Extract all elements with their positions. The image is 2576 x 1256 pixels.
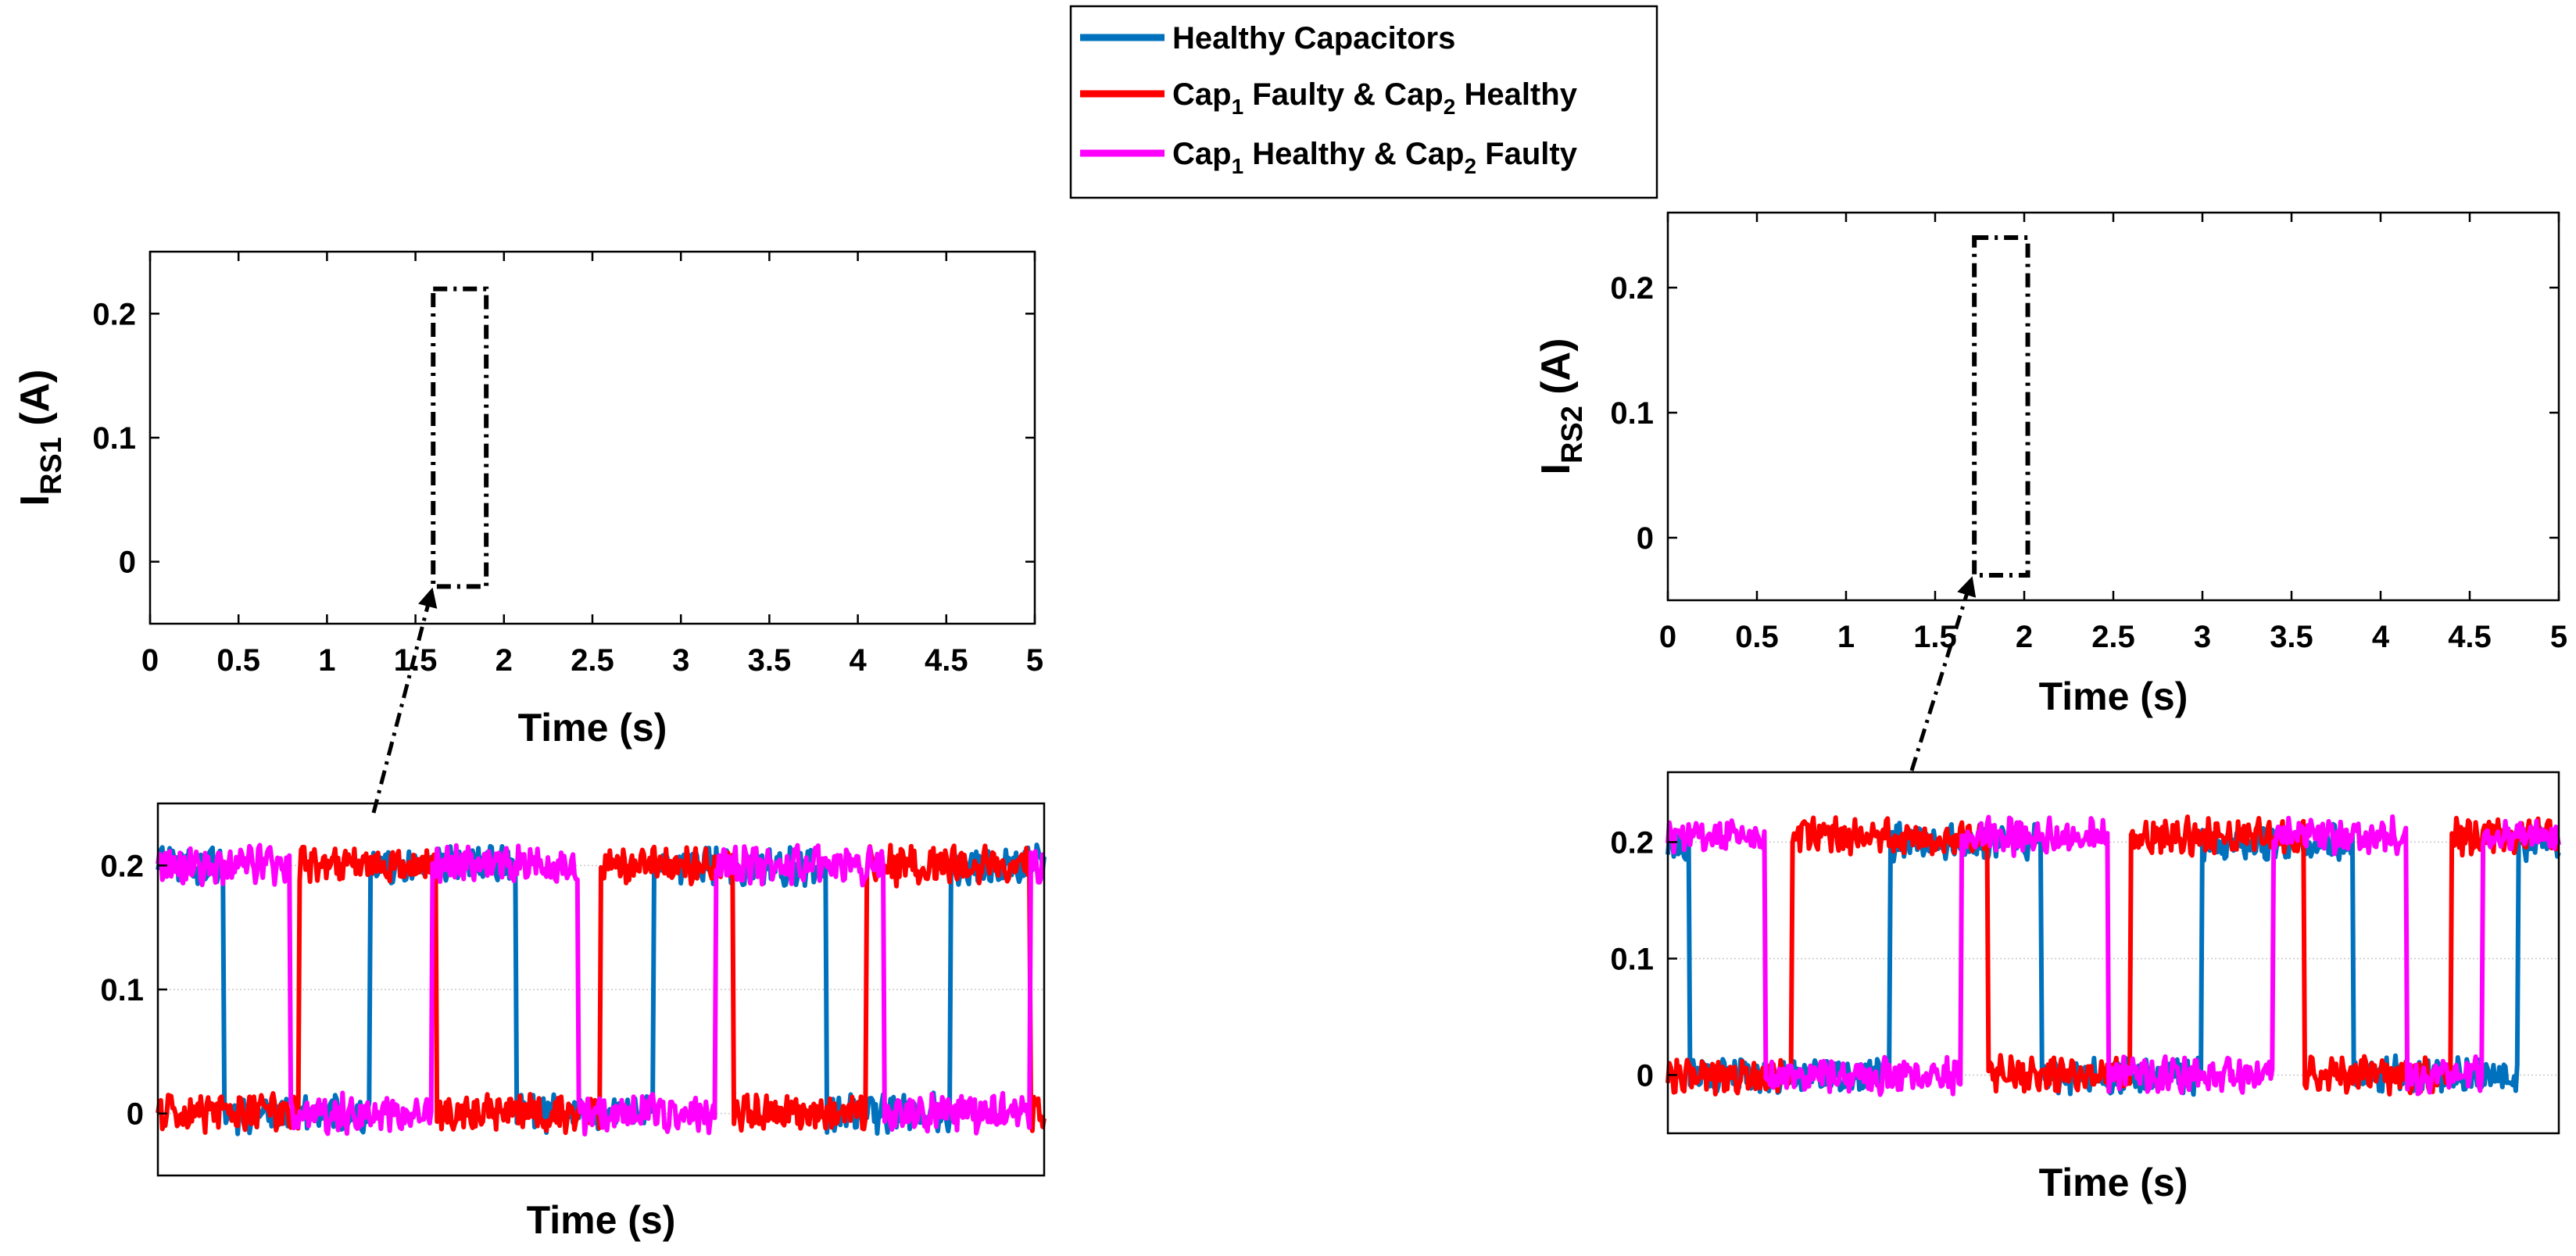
plot-frame (1666, 211, 2560, 602)
y-tick-label: 0.2 (92, 297, 136, 331)
x-tick-label: 2 (2016, 620, 2033, 654)
x-tick-label: 3.5 (748, 643, 792, 678)
y-tick-label: 0.1 (92, 421, 136, 456)
legend-subscript: 2 (1444, 95, 1456, 119)
x-tick-label: 3 (2194, 620, 2211, 654)
legend-text-part: Faulty (1476, 137, 1578, 171)
y-tick-label: 0 (127, 1097, 144, 1132)
plot-frame (1666, 771, 2560, 1135)
x-tick-label: 3.5 (2270, 620, 2313, 654)
y-axis-label-unit: (A) (13, 369, 58, 437)
legend-label-cap1_faulty: Cap1 Faulty & Cap2 Healthy (1172, 77, 1578, 119)
series-cap2_faulty (156, 843, 1046, 1136)
y-tick-label: 0 (119, 546, 136, 580)
x-tick-label: 4 (849, 643, 867, 678)
legend-subscript: 1 (1232, 154, 1244, 178)
x-tick-label: 1 (318, 643, 335, 678)
y-tick-label: 0 (1637, 521, 1654, 556)
y-axis-label-unit: (A) (1533, 338, 1579, 406)
y-axis-label: IRS1 (A) (13, 369, 68, 506)
y-axis-label: IRS2 (A) (1533, 338, 1589, 474)
legend-text-part: Healthy & Cap (1243, 137, 1464, 171)
zoom-arrow-irs1 (371, 587, 438, 814)
irs1-zoom-plot: 0 0.1 0.2 Time (s) (100, 802, 1046, 1242)
x-tick-label: 1 (1837, 620, 1855, 654)
legend-text-part: Cap (1172, 137, 1232, 171)
irs2-zoom-plot: 0 0.1 0.2 Time (s) (1610, 771, 2561, 1204)
x-axis-label: Time (s) (527, 1198, 676, 1242)
x-tick-label: 0 (141, 643, 159, 678)
x-tick-label: 2.5 (571, 643, 614, 678)
x-tick-label: 4.5 (925, 643, 968, 678)
y-tick-label: 0 (1637, 1058, 1654, 1093)
legend-text-part: Cap (1172, 77, 1232, 112)
plot-frame (148, 250, 1036, 625)
legend-text-part: Faulty & Cap (1243, 77, 1444, 112)
y-tick-label: 0.1 (100, 973, 144, 1007)
x-tick-label: 2 (496, 643, 513, 678)
y-tick-label: 0.1 (1610, 396, 1654, 431)
x-axis-label: Time (s) (518, 706, 667, 750)
y-axis-label-main: I (13, 495, 58, 506)
y-axis-label-main: I (1533, 463, 1579, 474)
series-cap2_faulty (1665, 814, 2561, 1097)
x-tick-label: 0.5 (1735, 620, 1779, 654)
x-tick-label: 2.5 (2091, 620, 2135, 654)
legend-text-part: Healthy (1455, 77, 1577, 112)
x-axis-label: Time (s) (2039, 1161, 2188, 1204)
zoom-window-box (431, 286, 489, 589)
x-tick-label: 5 (2550, 620, 2567, 654)
y-axis-label-sub: RS1 (35, 437, 68, 495)
y-axis-label-sub: RS2 (1556, 406, 1589, 463)
x-tick-label: 4 (2372, 620, 2390, 654)
series-cap1_faulty (156, 843, 1046, 1136)
legend-text-part: Healthy Capacitors (1172, 21, 1455, 55)
x-tick-label: 5 (1026, 643, 1043, 678)
legend-box (1069, 5, 1658, 199)
x-tick-label: 4.5 (2448, 620, 2492, 654)
y-tick-label: 0.2 (1610, 825, 1654, 860)
legend-label-healthy: Healthy Capacitors (1172, 21, 1455, 55)
legend-label-cap2_faulty: Cap1 Healthy & Cap2 Faulty (1172, 137, 1578, 178)
zoom-window-box (1972, 235, 2030, 578)
x-axis-label: Time (s) (2039, 675, 2188, 718)
y-tick-label: 0.2 (1610, 271, 1654, 306)
legend-subscript: 1 (1232, 95, 1244, 119)
x-tick-label: 0.5 (216, 643, 260, 678)
zoom-arrows (371, 576, 1977, 814)
x-tick-label: 3 (672, 643, 689, 678)
x-tick-label: 0 (1659, 620, 1676, 654)
legend-subscript: 2 (1464, 154, 1476, 178)
y-tick-label: 0.1 (1610, 942, 1654, 976)
y-tick-label: 0.2 (100, 849, 144, 883)
zoom-arrow-irs2 (1909, 576, 1977, 771)
